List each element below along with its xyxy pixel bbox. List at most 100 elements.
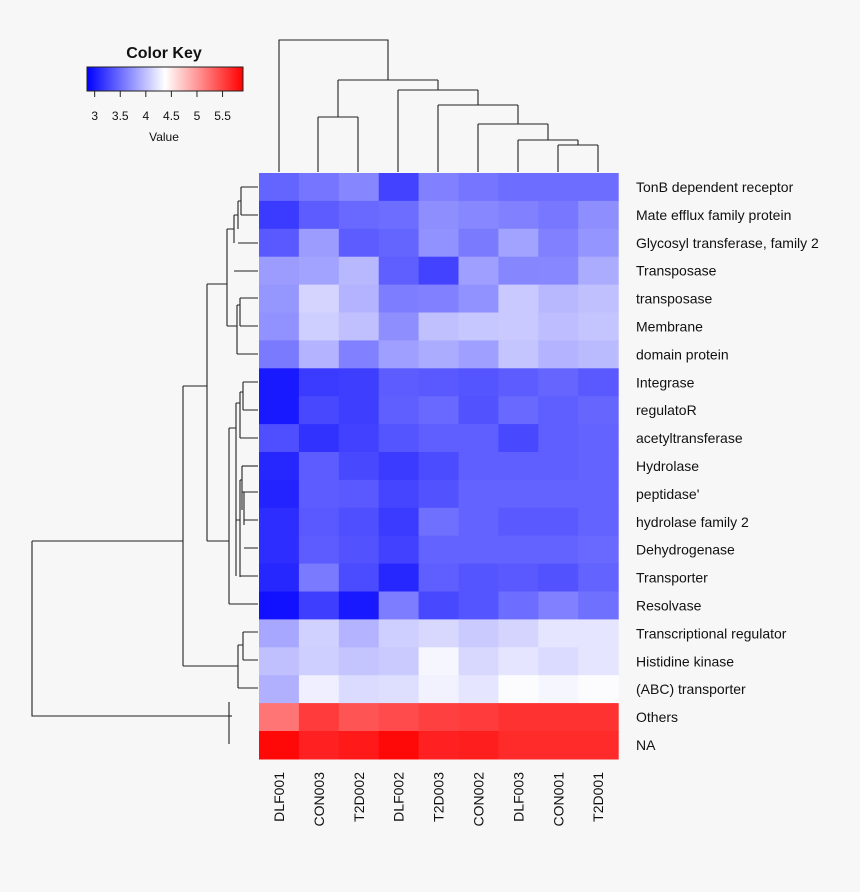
- heatmap-cell: [498, 647, 539, 676]
- column-labels: DLF001 CON003 T2D002 DLF002 T2D003 CON002 DLF0…: [271, 772, 606, 827]
- heatmap-cell: [538, 619, 579, 648]
- heatmap-cell: [418, 535, 460, 565]
- heatmap-cell: [338, 452, 380, 481]
- heatmap-cell: [338, 619, 380, 648]
- heatmap-cell: [259, 675, 300, 704]
- heatmap-cell: [338, 675, 380, 704]
- heatmap-cell: [378, 647, 420, 676]
- heatmap-cell: [259, 479, 300, 509]
- column-label: DLF003: [510, 772, 526, 822]
- heatmap-cell: [378, 591, 420, 620]
- color-key-tick-label: 3.5: [112, 109, 129, 123]
- heatmap-cell: [578, 452, 619, 481]
- row-label: Transposase: [636, 263, 717, 279]
- heatmap-cell: [418, 675, 460, 704]
- heatmap-cell: [498, 368, 539, 397]
- heatmap-cell: [418, 452, 460, 481]
- row-label: Membrane: [636, 318, 703, 334]
- heatmap-cell: [458, 731, 499, 760]
- row-label: transposase: [636, 291, 712, 307]
- heatmap-cell: [378, 312, 420, 341]
- heatmap-cell: [418, 256, 460, 286]
- heatmap-cell: [259, 703, 300, 732]
- color-key-xlabel: Value: [149, 130, 179, 144]
- heatmap-cell: [338, 731, 380, 760]
- heatmap-cell: [498, 591, 539, 620]
- heatmap-cell: [498, 228, 539, 258]
- heatmap-cell: [378, 452, 420, 481]
- heatmap-cell: [338, 284, 380, 314]
- heatmap-cell: [418, 228, 460, 258]
- row-label: acetyltransferase: [636, 430, 743, 446]
- row-dendrogram: [31, 186, 258, 744]
- row-label: hydrolase family 2: [636, 514, 749, 530]
- heatmap-cell: [378, 563, 420, 593]
- heatmap-cell: [418, 647, 460, 676]
- heatmap-cell: [578, 703, 619, 732]
- heatmap-cell: [538, 647, 579, 676]
- color-key-tick-label: 3: [91, 109, 98, 123]
- color-key-tick-label: 4: [142, 109, 149, 123]
- heatmap-cell: [259, 563, 300, 593]
- heatmap-cell: [378, 479, 420, 509]
- heatmap-cell: [378, 396, 420, 425]
- heatmap-cell: [498, 424, 539, 453]
- heatmap-cell: [578, 479, 619, 509]
- heatmap-cell: [578, 312, 619, 341]
- row-label: Mate efflux family protein: [636, 207, 791, 223]
- heatmap-cell: [538, 563, 579, 593]
- heatmap-cell: [378, 200, 420, 230]
- heatmap-cell: [418, 563, 460, 593]
- row-label: Dehydrogenase: [636, 542, 735, 558]
- heatmap-cell: [498, 619, 539, 648]
- row-labels: TonB dependent receptor Mate efflux famil…: [636, 179, 819, 753]
- heatmap-cell: [298, 173, 340, 202]
- heatmap-cell: [259, 507, 300, 537]
- heatmap-cell: [538, 340, 579, 369]
- heatmap-cell: [259, 256, 300, 286]
- heatmap-cell: [418, 591, 460, 620]
- color-key-tick-label: 5.5: [214, 109, 231, 123]
- heatmap-cell: [538, 731, 579, 760]
- heatmap-cell: [259, 731, 300, 760]
- heatmap-cell: [298, 731, 340, 760]
- heatmap-cell: [338, 228, 380, 258]
- heatmap-cell: [458, 256, 499, 286]
- column-label: T2D003: [431, 772, 447, 822]
- color-key: Color Key 3 3.5 4 4.5 5 5.5 Value: [86, 45, 244, 144]
- heatmap-cell: [259, 312, 300, 341]
- heatmap-cell: [458, 619, 499, 648]
- heatmap-cell: [578, 284, 619, 314]
- heatmap-cell: [298, 647, 340, 676]
- heatmap-cell: [498, 340, 539, 369]
- heatmap-cell: [418, 479, 460, 509]
- heatmap-cell: [338, 591, 380, 620]
- heatmap-cell: [578, 535, 619, 565]
- heatmap-cell: [338, 479, 380, 509]
- heatmap-cell: [538, 284, 579, 314]
- heatmap-cell: [458, 647, 499, 676]
- heatmap-cell: [259, 424, 300, 453]
- heatmap-cell: [259, 591, 300, 620]
- row-label: domain protein: [636, 346, 729, 362]
- heatmap-cell: [418, 507, 460, 537]
- heatmap-cell: [338, 424, 380, 453]
- heatmap-cell: [418, 340, 460, 369]
- heatmap-cell: [338, 703, 380, 732]
- heatmap-cell: [458, 228, 499, 258]
- heatmap-cell: [298, 452, 340, 481]
- heatmap-cell: [418, 619, 460, 648]
- heatmap-cell: [498, 535, 539, 565]
- heatmap-cell: [298, 619, 340, 648]
- heatmap-cell: [538, 424, 579, 453]
- heatmap-cell: [259, 619, 300, 648]
- row-label: (ABC) transporter: [636, 681, 746, 697]
- heatmap-cell: [538, 396, 579, 425]
- column-label: DLF001: [271, 772, 287, 822]
- heatmap-cell: [458, 563, 499, 593]
- heatmap-cell: [298, 563, 340, 593]
- heatmap-cell: [498, 731, 539, 760]
- heatmap-cell: [498, 256, 539, 286]
- heatmap-cell: [498, 312, 539, 341]
